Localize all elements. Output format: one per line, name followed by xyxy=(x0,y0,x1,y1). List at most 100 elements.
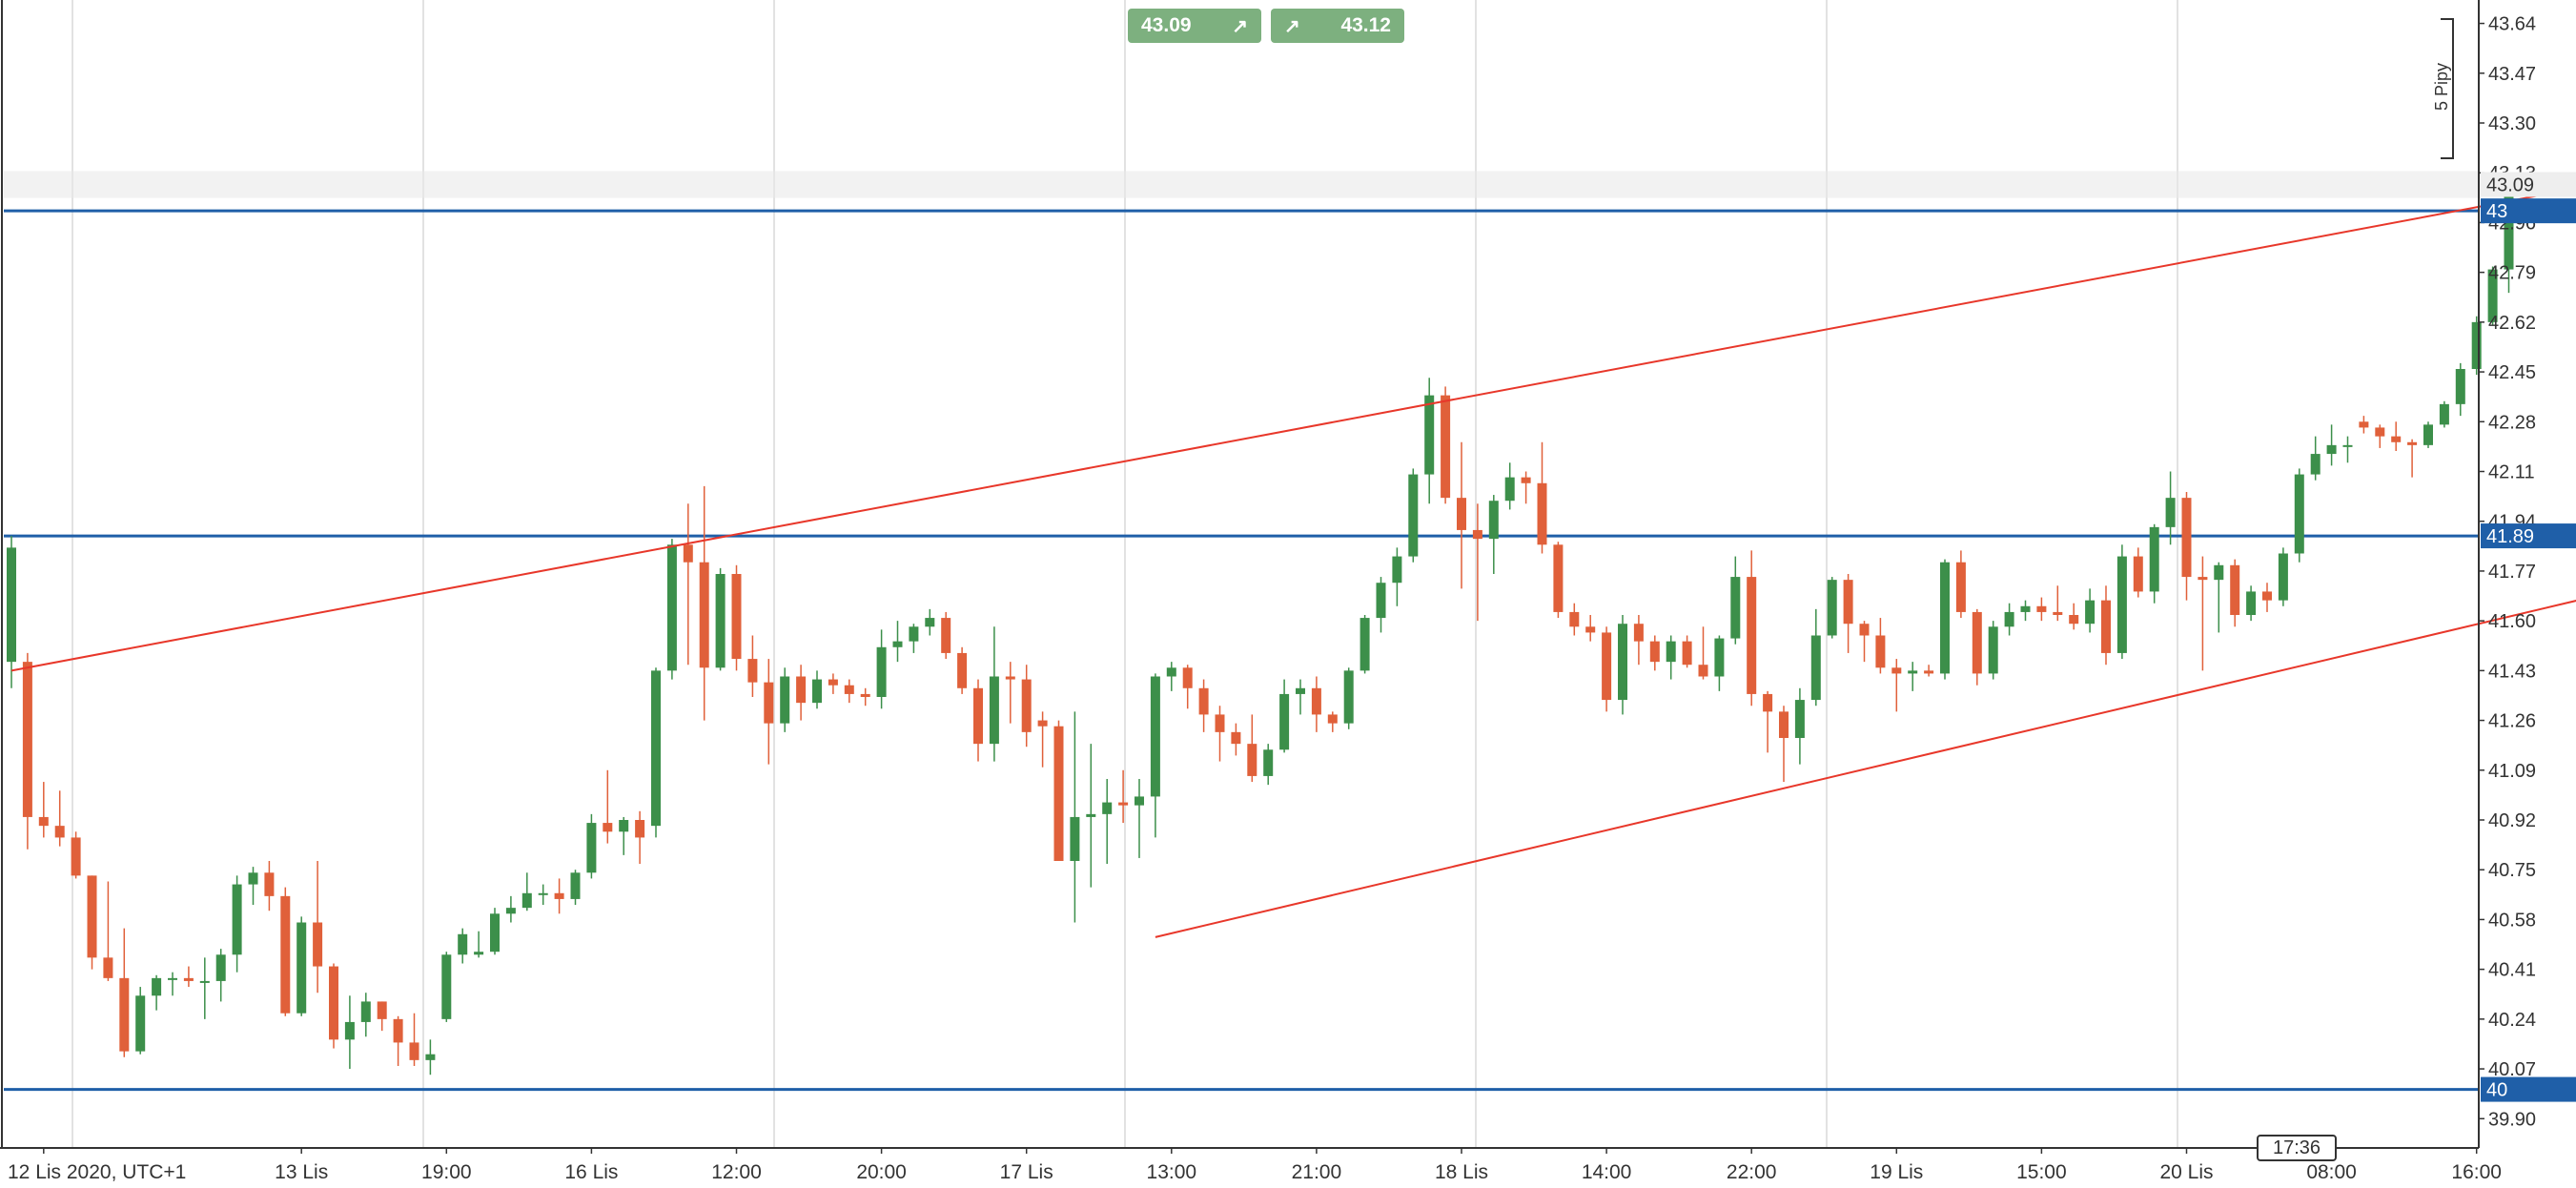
x-tick-label: 22:00 xyxy=(1727,1161,1777,1183)
candle-body xyxy=(1908,670,1918,674)
candle-body xyxy=(1602,632,1612,701)
candle-body xyxy=(296,922,307,1014)
candle-body xyxy=(619,820,629,832)
candle-body xyxy=(119,977,130,1052)
pip-measure-bracket xyxy=(2441,18,2454,159)
candle-body xyxy=(1747,577,1757,694)
candle-body xyxy=(2375,427,2385,437)
x-tick-label: 13 Lis xyxy=(275,1161,328,1183)
candle-body xyxy=(1682,641,1692,666)
candle-body xyxy=(1649,641,1660,663)
candle-body xyxy=(1521,477,1531,483)
candle-body xyxy=(1457,498,1466,530)
candle-body xyxy=(377,1001,387,1019)
candle-body xyxy=(2278,553,2288,601)
candle-body xyxy=(1215,714,1225,732)
candle-body xyxy=(683,544,693,563)
candle-body xyxy=(635,820,645,838)
candle-body xyxy=(666,544,677,671)
candle-body xyxy=(1633,624,1644,642)
candle-body xyxy=(1102,802,1113,814)
candle-body xyxy=(199,980,210,983)
candle-body xyxy=(2407,441,2418,445)
candle-body xyxy=(2004,611,2014,627)
candle-body xyxy=(183,977,194,981)
candle-body xyxy=(2133,556,2143,592)
candle-body xyxy=(1118,802,1129,806)
candle-body xyxy=(168,977,177,980)
x-tick-label: 21:00 xyxy=(1292,1161,1342,1183)
candle-body xyxy=(2439,403,2449,425)
candle-body xyxy=(1392,556,1402,584)
y-tick-label: 43.47 xyxy=(2488,64,2536,85)
candle-body xyxy=(1327,714,1338,724)
trendlines[interactable] xyxy=(10,140,2576,938)
candle-body xyxy=(844,685,854,694)
candle-body xyxy=(2116,556,2127,653)
y-tick-label: 40.75 xyxy=(2488,860,2536,881)
candle-body xyxy=(103,957,113,978)
level-price-tag xyxy=(2481,523,2576,549)
x-tick-label: 19:00 xyxy=(421,1161,472,1183)
candle-body xyxy=(2085,600,2096,625)
candle-body xyxy=(1569,611,1580,627)
candle-body xyxy=(1037,720,1048,727)
candle-body xyxy=(2310,454,2320,475)
candle-body xyxy=(2149,526,2159,592)
y-tick-label: 40.07 xyxy=(2488,1059,2536,1080)
candle-body xyxy=(2471,321,2482,369)
level-price-label: 41.89 xyxy=(2486,526,2534,547)
candle-body xyxy=(1182,667,1193,688)
candle-body xyxy=(1504,477,1515,502)
candle-body xyxy=(2246,591,2257,615)
candle-body xyxy=(2359,421,2369,428)
candle-body xyxy=(941,618,951,653)
ask-quote[interactable]: ↗ 43.12 xyxy=(1271,9,1404,43)
candle-body xyxy=(1810,635,1821,701)
y-tick-label: 42.45 xyxy=(2488,362,2536,383)
candle-body xyxy=(699,562,709,668)
candle-body xyxy=(1231,731,1241,745)
candle-body xyxy=(7,547,16,663)
candle-body xyxy=(1053,726,1064,861)
candle-body xyxy=(441,954,452,1019)
candle-body xyxy=(1424,395,1435,475)
candle-body xyxy=(2326,444,2337,455)
last-price-tag xyxy=(2481,172,2576,197)
y-tick-label: 42.62 xyxy=(2488,313,2536,334)
y-tick-label: 40.58 xyxy=(2488,910,2536,931)
candle-body xyxy=(409,1042,419,1060)
candle-body xyxy=(828,679,838,686)
candle-body xyxy=(570,872,581,899)
candle-body xyxy=(2487,269,2498,322)
candle-body xyxy=(2020,605,2031,612)
trendline xyxy=(1155,600,2576,938)
candle-body xyxy=(360,1001,371,1022)
candle-body xyxy=(973,687,983,745)
candle-body xyxy=(344,1021,355,1040)
candle-body xyxy=(989,676,999,745)
horizontal-levels[interactable] xyxy=(4,209,2479,1092)
candle-body xyxy=(1779,711,1789,738)
candle-body xyxy=(2294,474,2304,554)
bid-quote[interactable]: 43.09 ↗ xyxy=(1128,9,1261,43)
x-tick-label: 12:00 xyxy=(711,1161,762,1183)
candle-body xyxy=(554,892,564,899)
candle-body xyxy=(812,679,822,704)
candle-body xyxy=(2069,615,2079,625)
x-tick-label: 17 Lis xyxy=(1000,1161,1053,1183)
candle-body xyxy=(1296,687,1305,694)
trendline xyxy=(10,187,2576,672)
x-tick-label: 16 Lis xyxy=(564,1161,618,1183)
y-tick-label: 43.64 xyxy=(2488,14,2536,35)
candle-body xyxy=(1441,395,1451,499)
candle-body xyxy=(38,816,49,827)
ask-price: 43.12 xyxy=(1340,14,1391,36)
candle-body xyxy=(1827,580,1837,636)
candle-body xyxy=(2036,605,2047,612)
candle-body xyxy=(603,823,613,832)
candle-body xyxy=(2101,600,2111,653)
candle-body xyxy=(1247,744,1257,776)
grid xyxy=(4,0,2479,1148)
